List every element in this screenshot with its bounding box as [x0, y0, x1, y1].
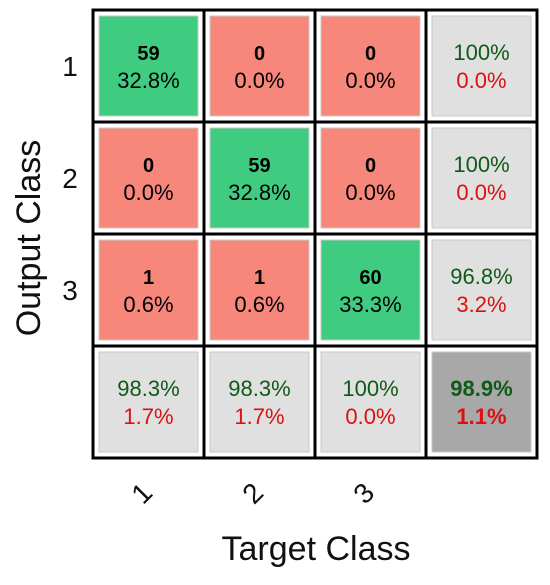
- cell-percent: 0.0%: [234, 68, 284, 93]
- row-summary-error: 0.0%: [456, 180, 506, 205]
- y-tick-label: 2: [62, 163, 78, 194]
- x-tick-label: 1: [125, 477, 158, 510]
- cell-count: 0: [254, 43, 265, 65]
- col-summary-cell: [209, 351, 310, 453]
- col-summary-cell: [98, 351, 199, 453]
- x-tick-label: 3: [347, 477, 380, 510]
- row-summary-error: 3.2%: [456, 292, 506, 317]
- row-summary-cell: [431, 239, 532, 341]
- cell-count: 59: [248, 155, 270, 177]
- col-summary-error: 1.7%: [123, 404, 173, 429]
- matrix-cell: [98, 239, 199, 341]
- col-summary-cell: [320, 351, 421, 453]
- matrix-cell: [98, 15, 199, 117]
- row-summary-cell: [431, 127, 532, 229]
- matrix-cell: [209, 239, 310, 341]
- matrix-cell: [209, 15, 310, 117]
- cell-percent: 32.8%: [228, 180, 290, 205]
- col-summary-correct: 98.3%: [117, 376, 179, 401]
- cell-percent: 0.6%: [123, 292, 173, 317]
- cell-count: 1: [254, 267, 265, 289]
- cell-count: 1: [143, 267, 154, 289]
- col-summary-error: 1.7%: [234, 404, 284, 429]
- overall-cell: [431, 351, 532, 453]
- row-summary-correct: 96.8%: [450, 264, 512, 289]
- y-tick-label: 1: [62, 51, 78, 82]
- matrix-cell: [209, 127, 310, 229]
- overall-correct: 98.9%: [450, 376, 512, 401]
- cell-percent: 0.0%: [345, 68, 395, 93]
- y-axis-label: Output Class: [10, 140, 48, 337]
- cell-count: 59: [137, 43, 159, 65]
- matrix-cell: [320, 239, 421, 341]
- matrix-cell: [320, 127, 421, 229]
- cell-percent: 32.8%: [117, 68, 179, 93]
- cell-percent: 33.3%: [339, 292, 401, 317]
- cell-percent: 0.0%: [123, 180, 173, 205]
- overall-error: 1.1%: [456, 404, 506, 429]
- col-summary-correct: 100%: [342, 376, 398, 401]
- row-summary-error: 0.0%: [456, 68, 506, 93]
- matrix-cell: [320, 15, 421, 117]
- cell-percent: 0.6%: [234, 292, 284, 317]
- cell-percent: 0.0%: [345, 180, 395, 205]
- row-summary-cell: [431, 15, 532, 117]
- matrix-cells: 59 32.8% 0 0.0% 0 0.0% 0 0.0% 59 32.8% 0 0.0% 1 0.6% 1…: [91, 8, 539, 460]
- cell-count: 0: [143, 155, 154, 177]
- row-summary-correct: 100%: [453, 152, 509, 177]
- cell-count: 0: [365, 43, 376, 65]
- col-summary-correct: 98.3%: [228, 376, 290, 401]
- x-tick-label: 2: [236, 477, 269, 510]
- cell-count: 0: [365, 155, 376, 177]
- y-tick-label: 3: [62, 275, 78, 306]
- cell-count: 60: [359, 267, 381, 289]
- matrix-cell: [98, 127, 199, 229]
- row-summary-correct: 100%: [453, 40, 509, 65]
- x-axis-label: Target Class: [222, 530, 411, 568]
- col-summary-error: 0.0%: [345, 404, 395, 429]
